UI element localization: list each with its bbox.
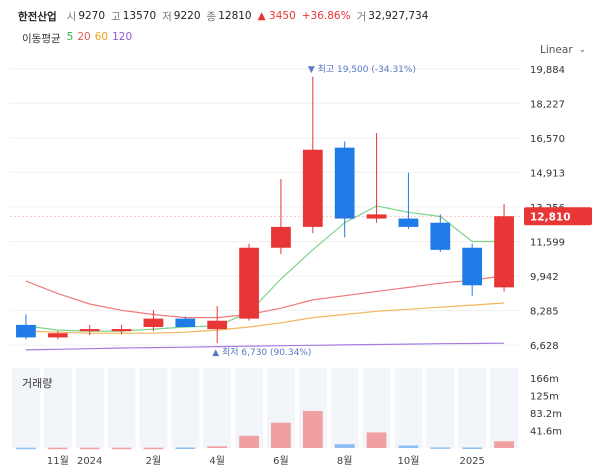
volume-bar [334, 444, 355, 448]
candle-body [462, 247, 483, 286]
volume-column-bg [426, 368, 455, 448]
candle-body [207, 320, 228, 330]
ma-60-label: 60 [94, 31, 109, 43]
open-value: 9270 [78, 10, 106, 22]
volume-column-bg [171, 368, 200, 448]
volume-bar [366, 432, 387, 448]
candle-body [79, 329, 100, 332]
price-tick-label: 16,570 [530, 134, 565, 145]
candle-body [494, 216, 514, 288]
candle-body [430, 222, 451, 250]
volume-bar [494, 441, 514, 448]
volume-bar [111, 447, 132, 450]
price-tick-label: 8,285 [530, 307, 559, 318]
current-price-label: 12,810 [530, 211, 571, 223]
ma-120-label: 120 [112, 31, 133, 43]
change-value: ▲ 3450 [257, 10, 296, 22]
volume-bar [143, 447, 164, 450]
volume-column-bg [458, 368, 487, 448]
price-tick-label: 18,227 [530, 99, 565, 110]
volume-column-bg [107, 368, 136, 448]
max-price-annotation: ▼ 최고 19,500 (-34.31%) [308, 64, 416, 75]
candle-body [271, 226, 291, 248]
date-axis-label: 4월 [209, 455, 225, 467]
date-axis-label: 11월 [47, 455, 69, 467]
price-tick-label: 6,628 [530, 341, 559, 352]
date-axis-label: 8월 [337, 455, 353, 467]
volume-tick-label: 125m [530, 391, 559, 402]
date-axis-label: 10월 [397, 455, 419, 467]
volume-value: 32,927,734 [368, 10, 429, 22]
ma60-line [25, 302, 505, 334]
candle-body [175, 318, 196, 327]
candle-body [366, 214, 387, 219]
close-value: 12810 [218, 10, 252, 22]
low-label: 저 [162, 10, 172, 23]
min-price-annotation: ▲ 최저 6,730 (90.34%) [212, 347, 311, 358]
price-tick-label: 11,599 [530, 238, 565, 249]
volume-label: 거 [356, 10, 367, 23]
date-axis-label: 2025 [459, 456, 484, 467]
close-label: 종 [206, 10, 217, 23]
candle-body [16, 324, 36, 338]
candle-body [143, 318, 164, 327]
volume-column-bg [490, 368, 518, 448]
price-tick-label: 14,913 [530, 168, 565, 179]
stock-name: 한전산업 [18, 10, 57, 23]
ma-legend-title: 이동평균 [22, 33, 61, 45]
volume-bar [398, 445, 419, 448]
price-tick-label: 19,884 [530, 65, 565, 76]
price-summary: 한전산업 시 9270 고 13570 저 9220 종 12810 ▲ 345… [18, 8, 434, 24]
ma-5-label: 5 [66, 31, 74, 43]
ma120-line [25, 342, 505, 351]
volume-tick-label: 83.2m [530, 409, 562, 420]
volume-bar [271, 422, 291, 448]
ma-20-label: 20 [77, 31, 91, 43]
volume-column-bg [203, 368, 232, 448]
volume-column-bg [139, 368, 168, 448]
volume-bar [239, 435, 259, 448]
volume-bar [175, 447, 196, 449]
ma20-line [25, 275, 505, 319]
date-axis-label: 2월 [146, 455, 162, 467]
price-tick-label: 9,942 [530, 272, 559, 283]
chevron-down-icon: ⌄ [578, 45, 587, 55]
candle-body [111, 329, 132, 332]
volume-bar [16, 447, 36, 450]
volume-column-bg [43, 368, 72, 448]
volume-column-bg [394, 368, 423, 448]
volume-bar [302, 410, 323, 448]
candle-body [334, 147, 355, 219]
candle-body [47, 333, 68, 338]
high-label: 고 [111, 10, 121, 23]
volume-bar [79, 447, 100, 450]
candle-body [302, 149, 323, 227]
volume-bar [462, 447, 483, 449]
volume-panel-title: 거래량 [22, 377, 53, 390]
low-value: 9220 [173, 10, 201, 22]
current-price-badge [524, 207, 592, 226]
volume-tick-label: 166m [530, 374, 559, 385]
scale-mode-dropdown[interactable]: Linear ⌄ [540, 44, 586, 56]
volume-bar [430, 447, 451, 449]
volume-column-bg [330, 368, 359, 448]
volume-column-bg [12, 368, 40, 448]
candle-body [398, 218, 419, 227]
high-value: 13570 [122, 10, 157, 22]
scale-mode-label: Linear [540, 44, 573, 56]
open-label: 시 [66, 10, 77, 23]
volume-column-bg [75, 368, 104, 448]
date-axis-label: 2024 [77, 456, 102, 467]
change-percent: +36.86% [301, 10, 351, 22]
moving-average-legend[interactable]: 이동평균 5 20 60 120 [22, 31, 132, 46]
ma5-line [25, 205, 505, 332]
volume-tick-label: 41.6m [530, 426, 562, 437]
volume-bar [47, 447, 68, 450]
volume-column-bg [235, 368, 263, 448]
candle-body [239, 247, 259, 319]
date-axis-label: 6월 [273, 455, 289, 467]
volume-bar [207, 446, 228, 448]
